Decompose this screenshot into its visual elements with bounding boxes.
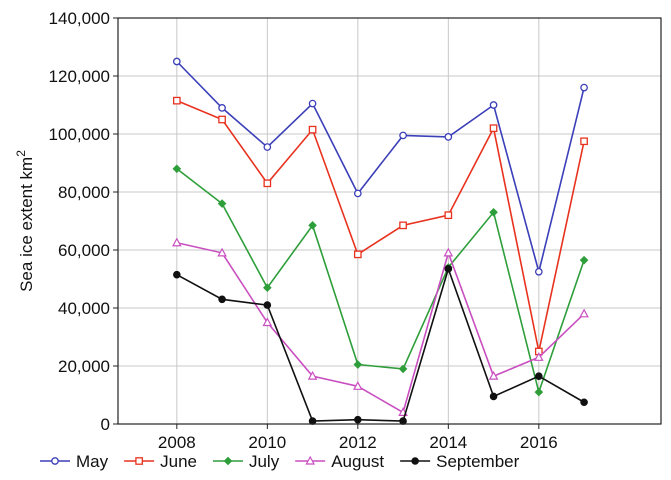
point-may-2011 [308,99,317,108]
legend-marker-august [305,455,316,465]
point-september-2017 [580,398,588,407]
legend-label-august: August [331,452,384,471]
x-tick-label-2: 2012 [339,433,377,452]
point-may-2015 [489,101,498,109]
point-july-2016 [534,387,544,397]
point-july-2008 [172,164,182,174]
point-june-2015 [489,124,498,133]
series-september [173,265,588,425]
series-line-september [176,266,585,422]
series-lines [172,57,589,425]
point-may-2017 [580,83,588,92]
y-tick-label-2: 40,000 [58,299,110,318]
point-july-2009 [217,199,227,208]
legend-marker-july [223,456,233,466]
legend-item-july: July [212,452,280,471]
legend-marker-may [51,457,59,465]
legend-item-september: September [400,452,520,471]
point-september-2015 [489,392,498,401]
series-line-july [176,168,585,395]
point-august-2012 [353,381,363,390]
series-may [172,57,588,276]
y-axis-title-superscript: 2 [14,150,28,157]
point-june-2012 [353,250,362,259]
y-tick-label-5: 100,000 [49,125,110,144]
point-july-2012 [353,360,363,369]
x-tick-label-1: 2010 [248,433,286,452]
grid-lines [118,17,661,425]
point-august-2017 [579,308,589,318]
point-june-2010 [263,179,272,188]
point-june-2013 [399,221,407,230]
legend-marker-september [411,457,419,465]
series-line-june [176,99,585,352]
point-july-2011 [308,221,317,230]
series-july [172,164,589,397]
point-may-2010 [263,143,272,151]
legend-label-july: July [249,452,280,471]
point-june-2014 [444,211,453,220]
series-line-may [176,60,585,275]
y-tick-label-3: 60,000 [58,241,110,260]
series-june [172,96,588,356]
point-august-2015 [488,370,499,380]
point-september-2014 [444,265,453,273]
point-september-2012 [354,415,362,424]
point-august-2011 [307,370,318,380]
x-tick-label-3: 2014 [429,433,467,452]
legend-item-june: June [124,452,197,471]
series-line-august [176,241,585,414]
point-august-2010 [262,317,273,327]
point-june-2017 [580,137,588,146]
point-august-2008 [172,237,182,247]
point-july-2013 [398,364,408,374]
y-axis-ticks: 0 20,000 40,000 60,000 80,000 100,000 120,000 1… [49,9,118,434]
point-may-2008 [172,57,181,66]
legend-label-june: June [160,452,197,471]
point-may-2009 [218,104,226,112]
legend: May June July August September [40,452,520,471]
y-tick-label-0: 0 [101,415,110,434]
y-axis-title-text: Sea ice extent km [17,157,36,292]
x-tick-label-4: 2016 [520,433,558,452]
point-september-2010 [263,301,272,309]
point-august-2016 [534,352,544,361]
point-september-2008 [173,270,181,279]
point-july-2015 [489,207,498,217]
y-tick-label-1: 20,000 [58,357,110,376]
point-june-2009 [218,115,226,124]
legend-label-september: September [436,452,519,471]
legend-label-may: May [76,452,109,471]
point-may-2014 [444,133,453,141]
legend-item-may: May [40,452,109,471]
plot-frame [117,17,662,425]
point-may-2013 [399,131,407,140]
x-tick-label-0: 2008 [158,433,196,452]
point-september-2009 [218,295,226,304]
point-august-2009 [217,247,227,257]
series-august [172,237,589,416]
point-may-2012 [353,189,362,198]
point-july-2010 [263,283,272,293]
point-june-2011 [308,125,317,134]
legend-marker-june [135,457,143,465]
y-tick-label-7: 140,000 [49,9,110,28]
point-may-2016 [534,267,543,276]
point-september-2016 [535,372,543,380]
point-august-2014 [443,247,454,257]
y-tick-label-6: 120,000 [49,67,110,86]
y-tick-label-4: 80,000 [58,183,110,202]
x-axis-ticks: 2008 2010 2012 2014 2016 [158,424,558,452]
y-axis-title: Sea ice extent km2 [14,150,36,292]
legend-item-august: August [295,452,384,471]
point-june-2008 [172,96,181,105]
point-july-2017 [579,255,589,265]
